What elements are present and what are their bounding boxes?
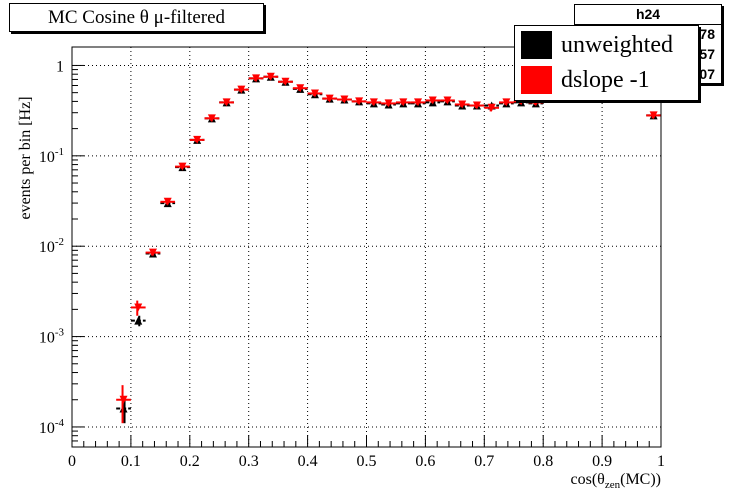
y-tick-base: 10 xyxy=(39,420,55,437)
data-point xyxy=(207,114,216,123)
x-tick-label: 0.6 xyxy=(415,453,435,470)
x-tick-label: 1 xyxy=(657,453,665,470)
data-point xyxy=(428,96,437,105)
legend-label: unweighted xyxy=(561,32,673,58)
x-tick-label: 0.1 xyxy=(121,453,141,470)
data-point xyxy=(340,95,349,104)
chart-title: MC Cosine θ μ-filtered xyxy=(9,3,264,32)
data-point xyxy=(119,395,128,404)
x-axis-label: cos(θzen(MC)) xyxy=(571,471,661,491)
x-axis-label-main: cos(θ xyxy=(570,471,605,488)
legend-label: dslope -1 xyxy=(561,67,650,93)
x-tick-label: 0.3 xyxy=(239,453,259,470)
x-tick-label: 0.9 xyxy=(592,453,612,470)
data-point xyxy=(355,97,364,106)
stats-row: 07 xyxy=(699,66,715,82)
plot-frame xyxy=(71,46,662,448)
series-dslope xyxy=(116,72,661,424)
stats-name: h24 xyxy=(575,5,721,25)
x-tick-label: 0.5 xyxy=(357,453,377,470)
data-point xyxy=(458,100,467,109)
data-point xyxy=(237,85,246,94)
x-axis-label-sub: zen xyxy=(604,479,621,492)
data-point xyxy=(134,303,143,312)
y-tick-base: 10 xyxy=(39,330,55,347)
data-point xyxy=(163,197,172,206)
y-tick-base: 1 xyxy=(56,58,64,75)
x-tick-label: 0 xyxy=(68,453,76,470)
data-point xyxy=(472,101,481,110)
legend: unweighted dslope -1 xyxy=(514,25,699,101)
y-tick-label: 10-3 xyxy=(39,327,65,347)
data-point xyxy=(222,98,231,107)
x-tick-label: 0.4 xyxy=(298,453,318,470)
y-axis-label: events per bin [Hz] xyxy=(17,96,34,220)
y-tick-base: 10 xyxy=(39,239,55,256)
x-tick-label: 0.7 xyxy=(474,453,494,470)
y-tick-exponent: -4 xyxy=(55,417,65,429)
data-point xyxy=(384,99,393,108)
y-tick-label: 10-4 xyxy=(39,417,65,437)
data-point xyxy=(649,111,658,120)
x-axis-label-end: (MC)) xyxy=(620,471,661,488)
y-tick-base: 10 xyxy=(39,149,55,166)
data-point xyxy=(369,98,378,107)
stats-row: 78 xyxy=(699,26,715,42)
y-tick-exponent: -2 xyxy=(55,236,64,248)
data-point xyxy=(502,98,511,107)
stats-row: 57 xyxy=(699,46,715,62)
data-point xyxy=(443,96,452,105)
legend-swatch xyxy=(521,31,552,59)
y-tick-label: 10-2 xyxy=(39,236,64,256)
data-point xyxy=(414,98,423,107)
data-point xyxy=(296,84,305,93)
data-point xyxy=(399,98,408,107)
x-tick-label: 0.2 xyxy=(180,453,200,470)
data-point xyxy=(193,135,202,144)
data-point xyxy=(252,74,261,83)
data-point xyxy=(487,103,496,112)
data-point xyxy=(281,77,290,86)
y-tick-label: 10-1 xyxy=(39,146,64,166)
data-point xyxy=(178,162,187,171)
legend-swatch xyxy=(521,66,552,94)
data-point xyxy=(310,89,319,98)
data-point xyxy=(266,72,275,81)
data-point xyxy=(325,94,334,103)
data-point xyxy=(148,248,157,257)
y-tick-exponent: -1 xyxy=(55,146,64,158)
y-tick-exponent: -3 xyxy=(55,327,65,339)
x-tick-label: 0.8 xyxy=(533,453,553,470)
y-tick-label: 1 xyxy=(56,58,64,75)
data-point xyxy=(134,316,143,325)
